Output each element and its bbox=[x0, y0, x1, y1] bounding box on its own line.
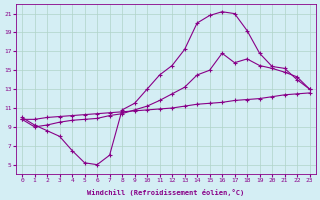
X-axis label: Windchill (Refroidissement éolien,°C): Windchill (Refroidissement éolien,°C) bbox=[87, 189, 244, 196]
